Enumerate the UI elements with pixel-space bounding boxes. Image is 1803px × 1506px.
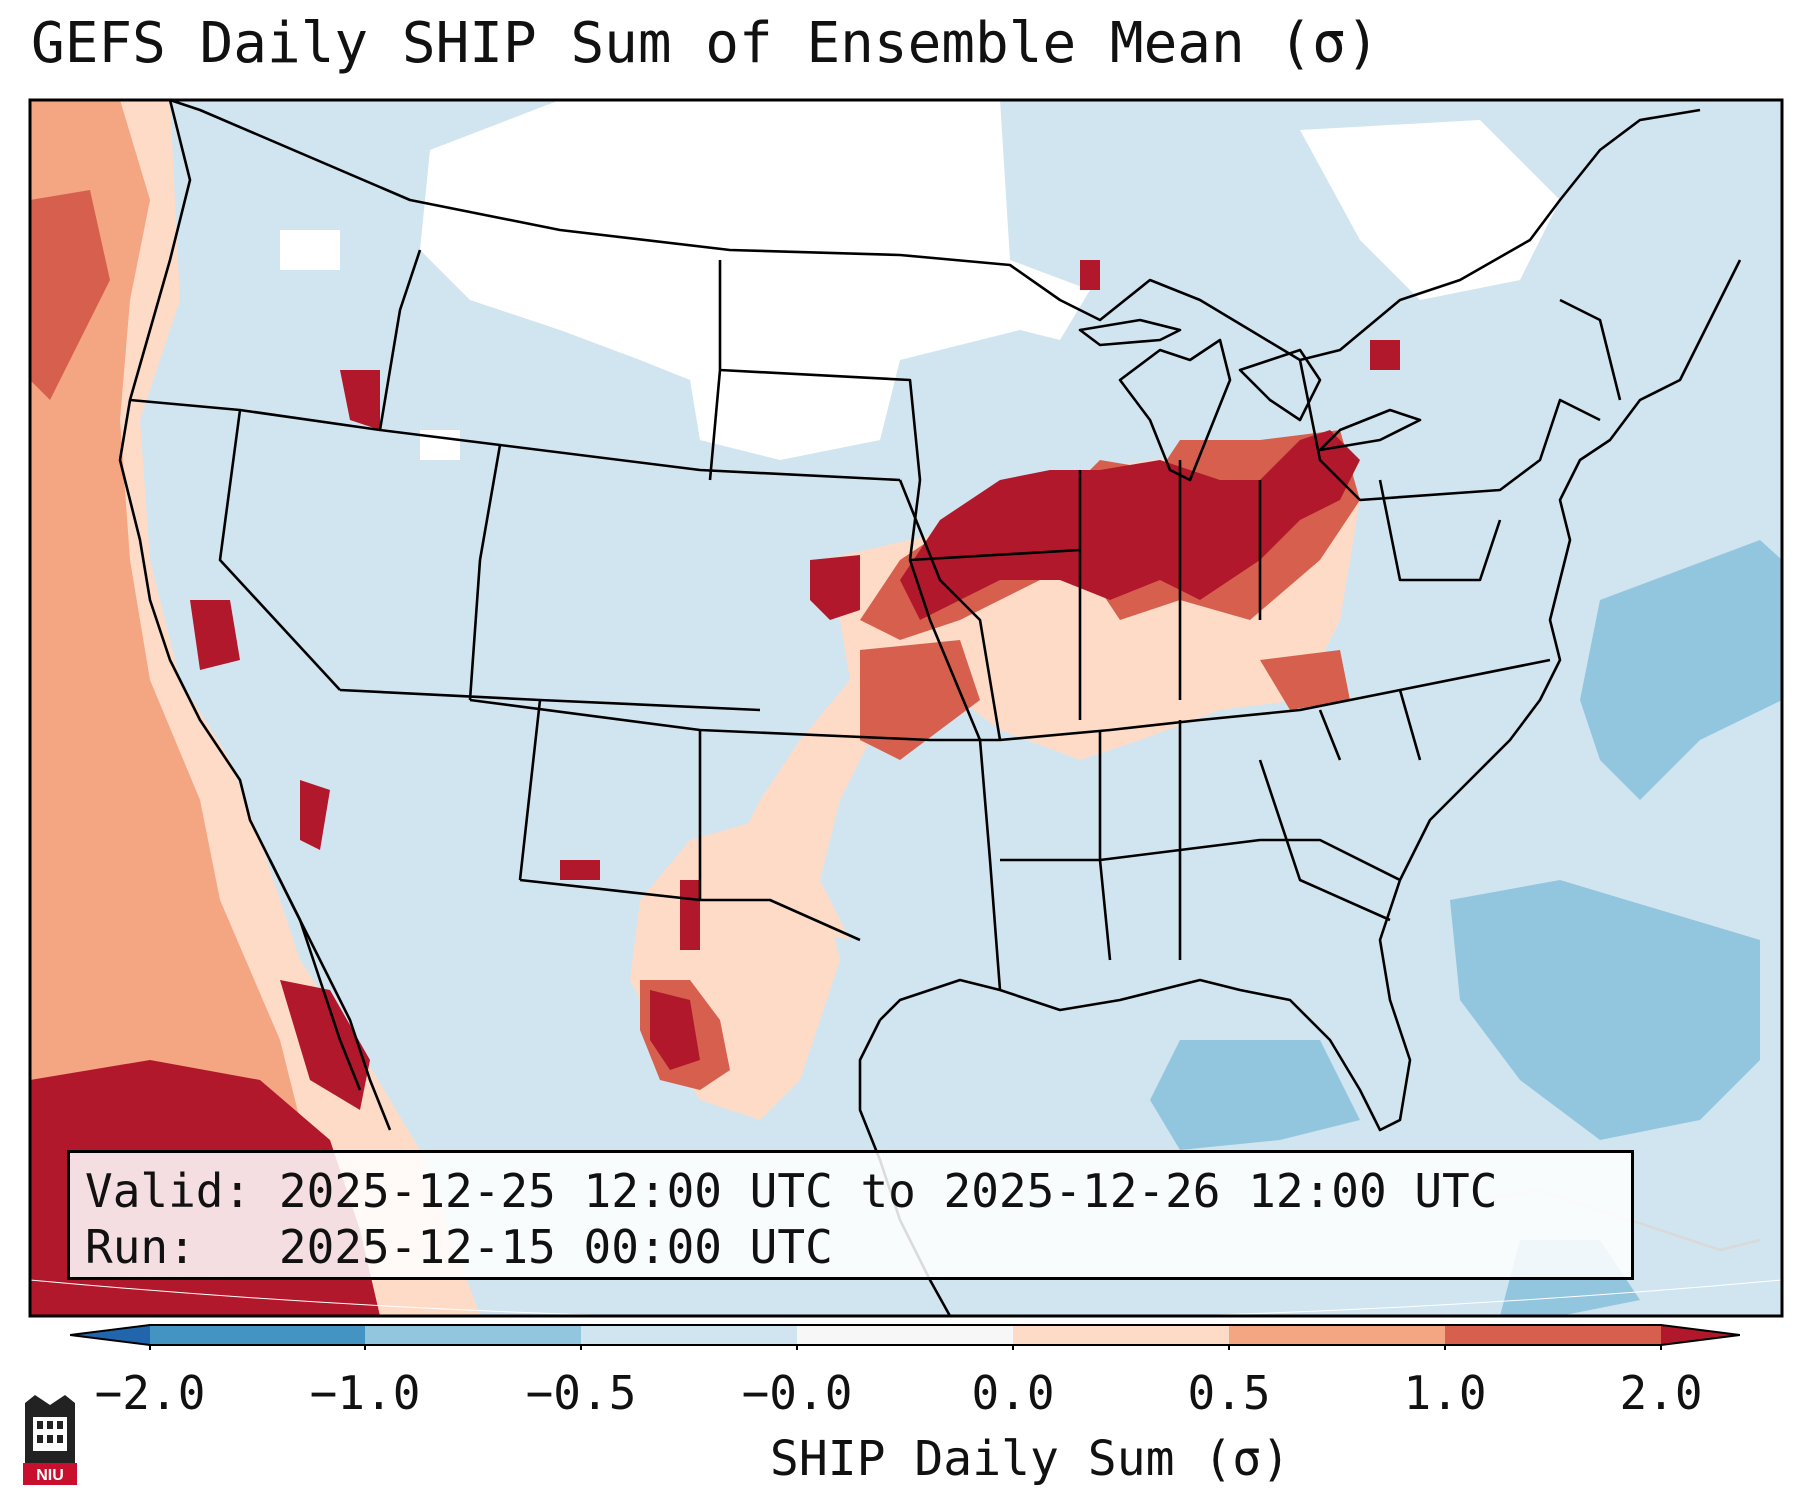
boundary-lines: [30, 100, 1782, 1316]
colorbar-extend-high: [1661, 1325, 1740, 1345]
baja-peninsula: [268, 859, 362, 1091]
state-lines-west: [129, 249, 931, 942]
colorbar-bin-05-to-1: [1229, 1325, 1445, 1345]
midwest-anomaly-region: [730, 260, 1400, 940]
state-lines-south: [1000, 689, 1422, 961]
map-edge-arc: [30, 1279, 1782, 1316]
colorbar-tick-label: 0.5: [1187, 1366, 1271, 1420]
colorbar-label: SHIP Daily Sum (σ): [769, 1431, 1291, 1487]
logo-text: NIU: [36, 1467, 64, 1484]
colorbar-tick-label: −2.0: [94, 1366, 206, 1420]
great-lakes: [1078, 318, 1422, 482]
colorbar-tick-label: −0.5: [525, 1366, 637, 1420]
valid-value: 2025-12-25 12:00 UTC to 2025-12-26 12:00…: [278, 1164, 1498, 1218]
colorbar-bin-1-to-2: [1445, 1325, 1661, 1345]
run-label: Run:: [85, 1220, 196, 1274]
us-canada-border: [169, 100, 1701, 362]
colorbar-bin-zero: [797, 1325, 1013, 1345]
atlantic-negative-region: [1150, 540, 1782, 1316]
colorbar-bin-neg2-to-neg1: [150, 1325, 365, 1345]
east-coast: [1398, 259, 1742, 881]
colorbar: [70, 1324, 1740, 1350]
map-frame: [28, 98, 1784, 1318]
niu-logo-icon: NIU: [23, 1395, 77, 1485]
near-zero-region: [280, 100, 1560, 460]
state-lines-central: [708, 260, 1551, 991]
colorbar-bin-neg1-to-neg05: [365, 1325, 581, 1345]
colorbar-tick-label: 2.0: [1619, 1366, 1703, 1420]
colorbar-bin-neg05-to-0: [581, 1325, 797, 1345]
info-box: Valid: 2025-12-25 12:00 UTC to 2025-12-2…: [67, 1150, 1634, 1280]
state-lines-east: [1298, 298, 1622, 582]
colorbar-tick-label: 0.0: [971, 1366, 1055, 1420]
colorbar-tick-label: −1.0: [309, 1366, 421, 1420]
colorbar-bin-0-to-05: [1013, 1325, 1229, 1345]
colorbar-tick-label: 1.0: [1403, 1366, 1487, 1420]
map-title: GEFS Daily SHIP Sum of Ensemble Mean (σ): [31, 11, 1380, 76]
run-value: 2025-12-15 00:00 UTC: [278, 1220, 833, 1274]
colorbar-tick-label: −0.0: [741, 1366, 853, 1420]
colorbar-extend-low: [70, 1325, 150, 1345]
west-coast: [118, 100, 392, 1131]
gulf-coast: [879, 879, 1412, 1132]
valid-label: Valid:: [85, 1164, 252, 1218]
